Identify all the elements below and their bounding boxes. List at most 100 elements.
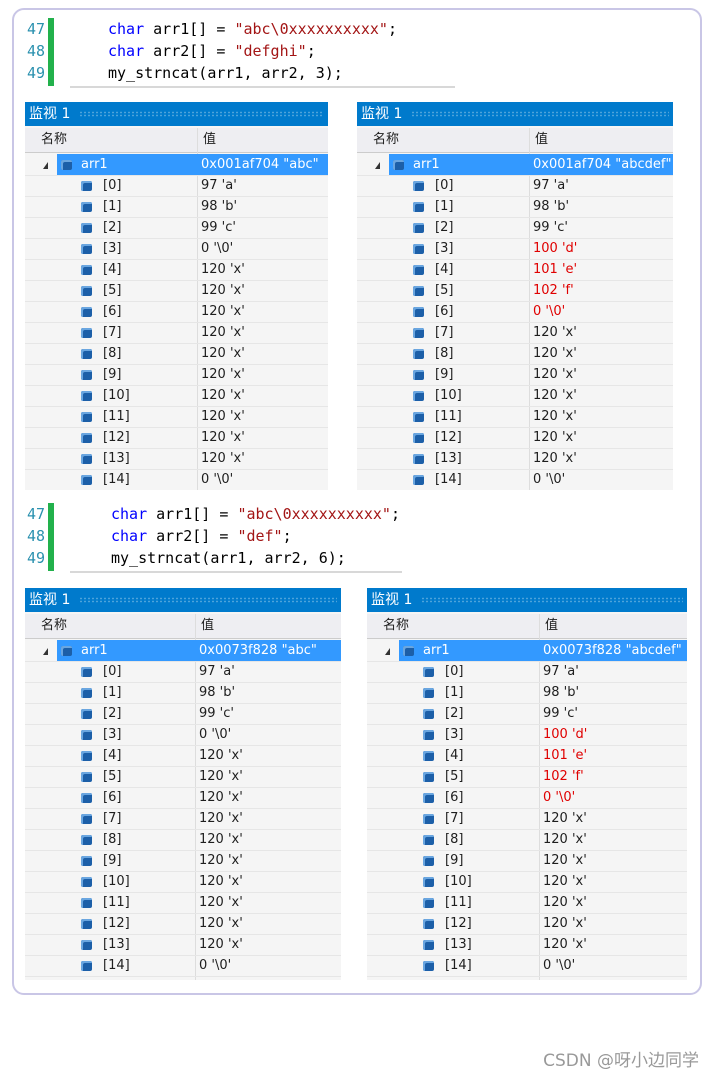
watch-row[interactable]: [14] 0 '\0' — [367, 955, 687, 977]
watch-row[interactable]: [3] 100 'd' — [357, 238, 673, 260]
element-name: [12] — [435, 430, 462, 445]
watch-root-row[interactable]: arr1 0x001af704 "abcdef" — [357, 154, 673, 176]
watch-row[interactable]: [14] 0 '\0' — [25, 955, 341, 977]
watch-row[interactable]: [0] 97 'a' — [25, 661, 341, 683]
watch-row[interactable]: [4] 101 'e' — [367, 745, 687, 767]
watch-row[interactable]: [8] 120 'x' — [25, 343, 328, 365]
watch-row[interactable]: [3] 100 'd' — [367, 724, 687, 746]
watch-root-row[interactable]: arr1 0x0073f828 "abc" — [25, 640, 341, 662]
header-name[interactable]: 名称 — [41, 618, 68, 633]
expand-arrow[interactable] — [375, 162, 380, 169]
element-name: [1] — [103, 685, 122, 700]
watch-row[interactable]: [2] 99 'c' — [25, 703, 341, 725]
element-icon — [81, 772, 92, 782]
element-name: [7] — [445, 811, 464, 826]
watch-row[interactable]: [6] 0 '\0' — [357, 301, 673, 323]
watch-row[interactable]: [12] 120 'x' — [367, 913, 687, 935]
watch-row[interactable]: [6] 120 'x' — [25, 787, 341, 809]
watch-row[interactable]: [12] 120 'x' — [25, 913, 341, 935]
watch-row[interactable]: [1] 98 'b' — [25, 682, 341, 704]
watch-root-row[interactable]: arr1 0x001af704 "abc" — [25, 154, 328, 176]
header-value[interactable]: 值 — [201, 618, 215, 633]
header-name[interactable]: 名称 — [373, 132, 400, 147]
element-value: 120 'x' — [201, 346, 245, 361]
header-value[interactable]: 值 — [535, 132, 549, 147]
header-value[interactable]: 值 — [545, 618, 559, 633]
code-line: char arr2[] = "defghi"; — [108, 42, 316, 60]
watch-row[interactable]: [7] 120 'x' — [25, 808, 341, 830]
watch-row[interactable]: [6] 120 'x' — [25, 301, 328, 323]
watch-row[interactable]: [3] 0 '\0' — [25, 724, 341, 746]
watch-row[interactable]: [1] 98 'b' — [25, 196, 328, 218]
element-value: 120 'x' — [201, 304, 245, 319]
watch-row[interactable]: [10] 120 'x' — [367, 871, 687, 893]
watch-row[interactable]: [10] 120 'x' — [25, 871, 341, 893]
watch-row[interactable]: [11] 120 'x' — [25, 892, 341, 914]
watch-row[interactable]: [1] 98 'b' — [357, 196, 673, 218]
element-value: 120 'x' — [201, 283, 245, 298]
watch-row[interactable]: [0] 97 'a' — [367, 661, 687, 683]
element-name: [14] — [435, 472, 462, 487]
element-value: 0 '\0' — [533, 304, 566, 319]
element-name: [11] — [103, 409, 130, 424]
watch-row[interactable]: [11] 120 'x' — [25, 406, 328, 428]
expand-arrow[interactable] — [43, 648, 48, 655]
watch-row[interactable]: [4] 101 'e' — [357, 259, 673, 281]
watch-row[interactable]: [9] 120 'x' — [367, 850, 687, 872]
watch-row[interactable]: [5] 120 'x' — [25, 280, 328, 302]
element-icon — [413, 328, 424, 338]
element-name: [13] — [445, 937, 472, 952]
watch-row[interactable]: [13] 120 'x' — [357, 448, 673, 470]
watch-row[interactable]: [10] 120 'x' — [25, 385, 328, 407]
watch-row[interactable]: [12] 120 'x' — [25, 427, 328, 449]
element-name: [12] — [445, 916, 472, 931]
element-icon — [81, 814, 92, 824]
watch-row[interactable]: [4] 120 'x' — [25, 745, 341, 767]
watch-row[interactable]: [5] 102 'f' — [367, 766, 687, 788]
watch-row[interactable]: [10] 120 'x' — [357, 385, 673, 407]
watch-row[interactable]: [0] 97 'a' — [357, 175, 673, 197]
watch-row[interactable]: [13] 120 'x' — [25, 934, 341, 956]
watch-row[interactable]: [8] 120 'x' — [25, 829, 341, 851]
watch-row[interactable]: [11] 120 'x' — [357, 406, 673, 428]
watch-row[interactable]: [7] 120 'x' — [25, 322, 328, 344]
element-value: 99 'c' — [201, 220, 236, 235]
watch-row[interactable]: [14] 0 '\0' — [357, 469, 673, 490]
expand-arrow[interactable] — [43, 162, 48, 169]
watch-row[interactable]: [8] 120 'x' — [357, 343, 673, 365]
element-icon — [81, 244, 92, 254]
watch-row[interactable]: [2] 99 'c' — [367, 703, 687, 725]
element-value: 99 'c' — [533, 220, 568, 235]
watch-row[interactable]: [7] 120 'x' — [357, 322, 673, 344]
header-name[interactable]: 名称 — [41, 132, 68, 147]
watch-row[interactable]: [9] 120 'x' — [357, 364, 673, 386]
element-icon — [81, 328, 92, 338]
expand-arrow[interactable] — [385, 648, 390, 655]
element-icon — [81, 370, 92, 380]
watch-row[interactable]: [1] 98 'b' — [367, 682, 687, 704]
header-name[interactable]: 名称 — [383, 618, 410, 633]
watch-row[interactable]: [4] 120 'x' — [25, 259, 328, 281]
watch-row[interactable]: [0] 97 'a' — [25, 175, 328, 197]
watch-root-row[interactable]: arr1 0x0073f828 "abcdef" — [367, 640, 687, 662]
watch-row[interactable]: [8] 120 'x' — [367, 829, 687, 851]
watch-row[interactable]: [2] 99 'c' — [25, 217, 328, 239]
element-icon — [81, 349, 92, 359]
watch-row[interactable]: [13] 120 'x' — [367, 934, 687, 956]
watch-row[interactable]: [9] 120 'x' — [25, 850, 341, 872]
watch-row[interactable]: [13] 120 'x' — [25, 448, 328, 470]
watch-row[interactable]: [5] 102 'f' — [357, 280, 673, 302]
watch-row[interactable]: [3] 0 '\0' — [25, 238, 328, 260]
watch-row[interactable]: [7] 120 'x' — [367, 808, 687, 830]
element-name: [5] — [445, 769, 464, 784]
watch-row[interactable]: [6] 0 '\0' — [367, 787, 687, 809]
watch-row[interactable]: [5] 120 'x' — [25, 766, 341, 788]
watch-row[interactable]: [12] 120 'x' — [357, 427, 673, 449]
element-icon — [81, 454, 92, 464]
watch-row[interactable]: [11] 120 'x' — [367, 892, 687, 914]
watch-row[interactable]: [9] 120 'x' — [25, 364, 328, 386]
watch-row[interactable]: [2] 99 'c' — [357, 217, 673, 239]
watch-row[interactable]: [14] 0 '\0' — [25, 469, 328, 490]
element-icon — [413, 307, 424, 317]
header-value[interactable]: 值 — [203, 132, 217, 147]
